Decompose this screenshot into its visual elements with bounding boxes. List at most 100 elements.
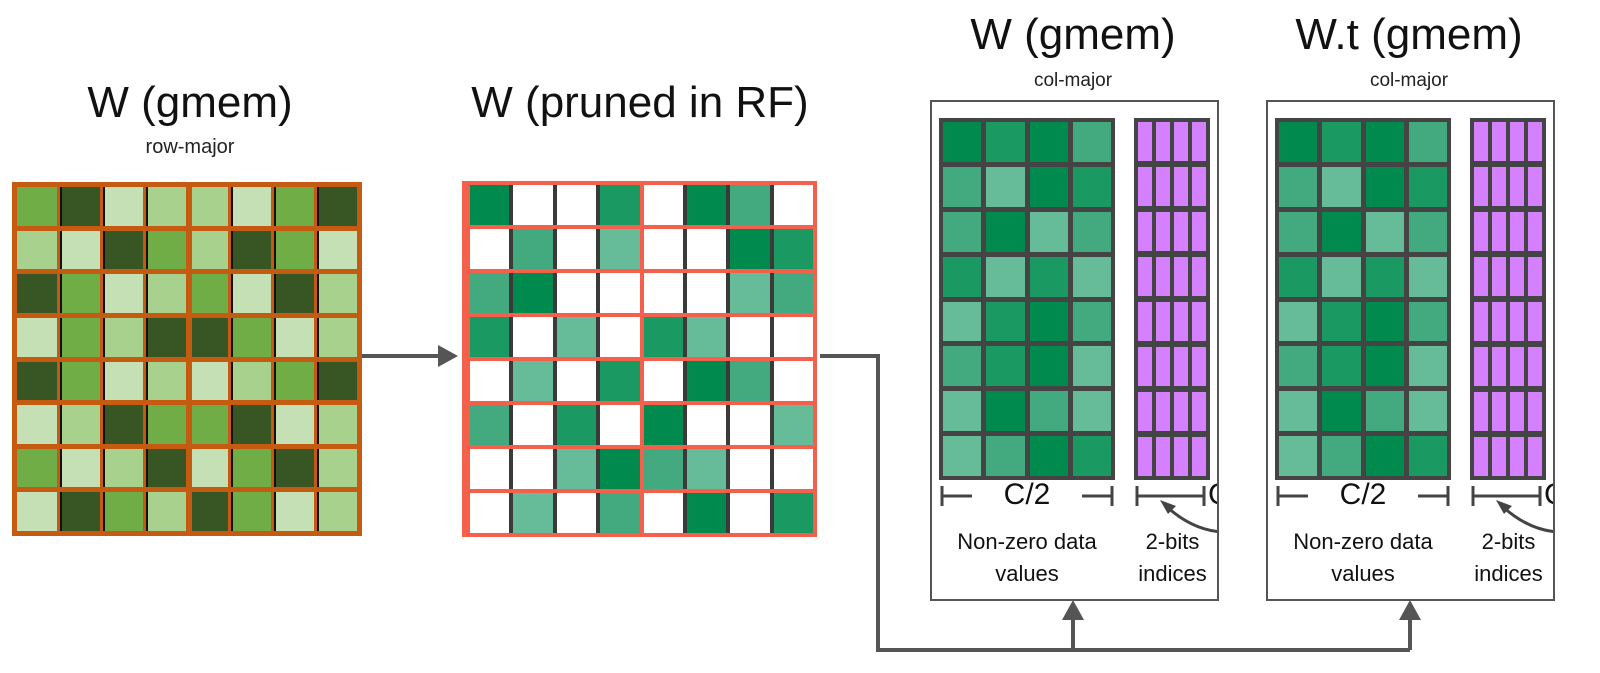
index-cell [1138,122,1152,161]
index-cell [1474,392,1488,431]
pruned-weight-cell [552,229,597,269]
weight-cell [274,274,315,313]
weight-cell [59,230,100,270]
nonzero-value-cell [1365,301,1404,342]
pruned-weight-cell [639,317,683,357]
pruned-weight-cell [552,449,597,489]
weight-cell [102,361,143,401]
nonzero-value-cell [986,436,1025,476]
index-cell [1174,167,1188,206]
nonzero-value-cell [1029,166,1068,207]
nonzero-value-cell [1365,166,1404,207]
pruned-weight-matrix [462,181,817,537]
weight-cell [145,448,186,488]
index-cell [1192,302,1206,341]
index-cell [1138,212,1152,251]
index-cell [1492,257,1506,296]
pruned-weight-cell [466,405,510,445]
pruned-weight-cell [639,405,683,445]
pruned-weight-cell [552,405,597,445]
index-cell [1492,437,1506,476]
pruned-weight-cell [726,273,770,313]
pruned-weight-cell [596,405,640,445]
weight-cell [274,230,315,270]
nonzero-value-cell [943,211,982,252]
nonzero-value-cell [1408,256,1447,297]
index-cell [1192,392,1206,431]
nonzero-value-cell [1322,122,1361,162]
pruned-weight-cell [596,317,640,357]
nonzero-value-cell [1072,256,1111,297]
index-cell [1510,257,1524,296]
nonzero-value-cell [1029,256,1068,297]
index-cell [1492,302,1506,341]
pruned-weight-cell [639,229,683,269]
pruned-weight-cell [639,361,683,401]
index-cell [1174,437,1188,476]
nonzero-value-cell [1322,166,1361,207]
weight-cell [317,317,357,357]
weight-cell [102,187,143,226]
weight-cell [188,187,229,226]
index-cell [1474,437,1488,476]
nonzero-value-cell [1408,301,1447,342]
weight-cell [188,492,229,531]
nonzero-value-cell [1279,122,1318,162]
pruned-weight-cell [726,317,770,357]
indices-matrix [1134,118,1210,480]
weight-cell [231,187,272,226]
pruned-weight-cell [552,317,597,357]
nonzero-value-cell [1029,301,1068,342]
pruned-weight-cell [466,449,510,489]
index-cell [1474,167,1488,206]
index-cell [1156,437,1170,476]
weight-cell [17,448,57,488]
nonzero-value-cell [1408,211,1447,252]
pruned-weight-cell [726,229,770,269]
weight-cell [59,361,100,401]
index-cell [1510,347,1524,386]
weight-cell [274,448,315,488]
pruned-weight-cell [682,449,727,489]
weight-cell [188,317,229,357]
weight-cell [145,492,186,531]
index-cell [1474,347,1488,386]
index-cell [1138,437,1152,476]
index-cell [1138,302,1152,341]
pruned-weight-cell [726,361,770,401]
pruned-weight-cell [596,493,640,533]
pruned-weight-cell [769,317,813,357]
index-cell [1192,167,1206,206]
pruned-weight-cell [509,185,553,225]
nonzero-value-cell [1072,166,1111,207]
weight-cell [17,230,57,270]
indices-matrix [1470,118,1546,480]
index-cell [1510,122,1524,161]
nonzero-value-cell [1322,211,1361,252]
weight-cell [59,187,100,226]
weight-cell [17,405,57,444]
nonzero-value-cell [1029,122,1068,162]
weight-cell [102,448,143,488]
weight-cell [317,187,357,226]
weight-cell [274,361,315,401]
nonzero-value-cell [1279,346,1318,387]
connector-line [820,354,1410,652]
index-cell [1528,167,1542,206]
weight-cell [188,274,229,313]
nonzero-value-cell [1072,346,1111,387]
index-cell [1174,257,1188,296]
nonzero-value-cell [1408,346,1447,387]
weight-cell [145,230,186,270]
index-cell [1510,302,1524,341]
nonzero-value-cell [1365,346,1404,387]
index-cell [1174,212,1188,251]
weight-cell [145,361,186,401]
pruned-weight-cell [466,493,510,533]
dim-label-indices: C [1208,478,1217,512]
index-cell [1138,257,1152,296]
dimension-bracket [940,486,1217,533]
arrowhead-right-icon [438,345,458,367]
